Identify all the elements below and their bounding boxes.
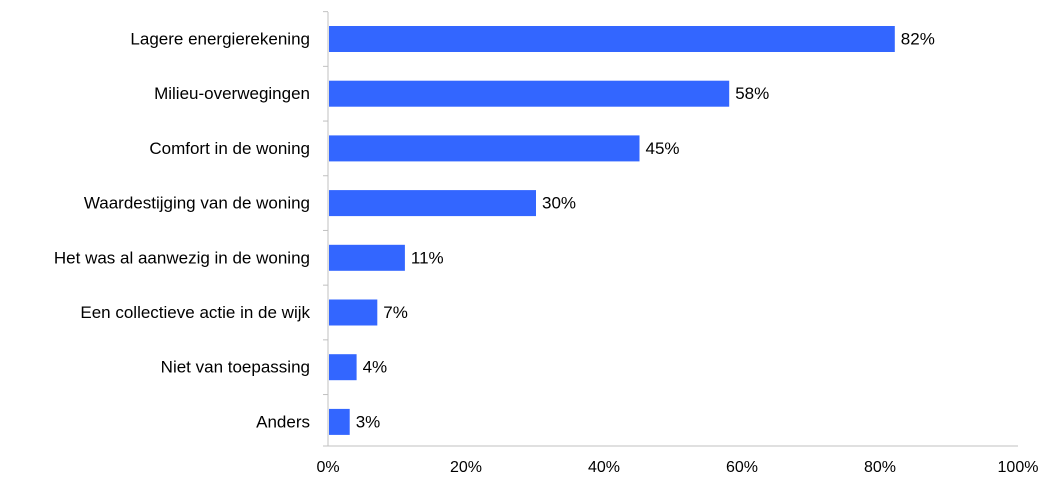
x-tick-label: 100%: [998, 459, 1039, 476]
bar-0: [329, 26, 895, 52]
value-label: 45%: [646, 139, 680, 158]
bar-1: [329, 80, 730, 107]
bar-5: [329, 299, 378, 326]
category-labels: Lagere energierekening Milieu-overweginge…: [54, 30, 311, 432]
category-label: Comfort in de woning: [149, 139, 310, 158]
category-label: Niet van toepassing: [161, 358, 310, 377]
category-label: Lagere energierekening: [130, 30, 310, 49]
category-label: Een collectieve actie in de wijk: [80, 303, 310, 322]
value-label: 11%: [411, 248, 444, 267]
bar-4: [329, 244, 405, 271]
x-tick-label: 20%: [450, 459, 482, 476]
value-label: 58%: [735, 84, 769, 103]
value-label: 3%: [356, 412, 381, 431]
x-tick-label: 80%: [864, 459, 896, 476]
value-label: 4%: [363, 358, 388, 377]
x-tick-label: 40%: [588, 459, 620, 476]
bar-7: [329, 408, 350, 435]
bar-6: [329, 354, 357, 381]
category-label: Anders: [256, 412, 310, 431]
x-tick-labels: 0% 20% 40% 60% 80% 100%: [316, 459, 1038, 476]
x-tick-label: 60%: [726, 459, 758, 476]
x-tick-label: 0%: [316, 459, 339, 476]
value-label: 30%: [542, 194, 576, 213]
value-label: 7%: [383, 303, 408, 322]
value-label: 82%: [901, 30, 935, 49]
chart-axes: [327, 12, 1018, 447]
category-label: Waardestijging van de woning: [84, 194, 310, 213]
category-label: Milieu-overwegingen: [154, 84, 310, 103]
bars-group: [323, 11, 895, 447]
category-label: Het was al aanwezig in de woning: [54, 248, 310, 267]
bar-3: [329, 190, 536, 217]
bar-2: [329, 135, 640, 162]
value-labels: 82% 58% 45% 30% 11% 7% 4% 3%: [356, 30, 935, 432]
